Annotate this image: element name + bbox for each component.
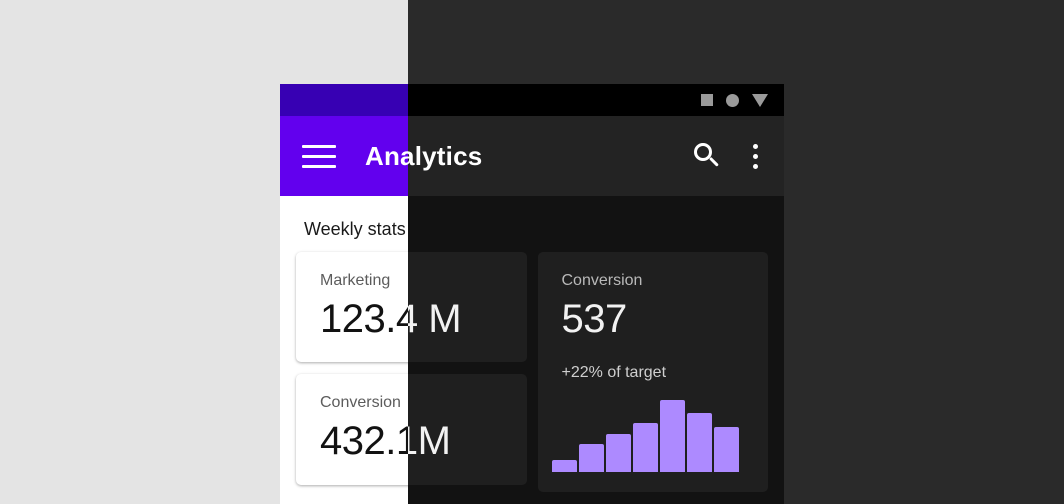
- triangle-down-icon: [752, 93, 768, 107]
- circle-icon: [726, 93, 739, 107]
- more-vertical-icon[interactable]: [752, 143, 758, 169]
- dark-theme-layer: Analytics Weekly stats Marketing 123.4 M: [365, 84, 784, 504]
- cards-grid: Marketing 123.4 M Conversion 432.1M Conv…: [288, 252, 462, 492]
- stat-card-value: 537: [561, 297, 628, 341]
- app-bar-light: Analytics: [280, 116, 408, 196]
- app-screen-dark: Analytics Weekly stats Marketing 123.4 M: [365, 84, 784, 504]
- cards-column-right: Conversion 537 +22% of target: [537, 252, 768, 493]
- stat-card-conversion-total[interactable]: Conversion 432.1M: [296, 374, 451, 485]
- chart-bar: [713, 427, 739, 473]
- search-icon[interactable]: [694, 143, 720, 169]
- section-title: Weekly stats: [304, 219, 406, 239]
- app-bar-dark: Analytics: [365, 116, 784, 196]
- app-bar-title: Analytics: [365, 141, 408, 172]
- app-bar-title: Analytics: [365, 140, 483, 171]
- chart-bar: [686, 412, 712, 473]
- stat-card-subtext: +22% of target: [561, 364, 667, 382]
- cards-grid: Marketing 123.4 M Conversion 432.1M Conv…: [408, 252, 776, 493]
- stat-card-value: 123.4 M: [320, 297, 462, 341]
- stat-card-label: Conversion: [320, 394, 401, 412]
- stat-card-label: Marketing: [320, 272, 391, 289]
- content-area-light: Weekly stats Marketing 123.4 M Conversio…: [280, 196, 462, 504]
- phone-mockup: Analytics Weekly stats Marketing 123.4 M: [280, 84, 784, 504]
- content-area-dark: Weekly stats Marketing 123.4 M Conversio…: [408, 196, 784, 504]
- chart-bar: [659, 400, 685, 473]
- status-bar-light: [280, 84, 408, 116]
- chart-bar: [578, 444, 604, 473]
- stat-card-conversion-total[interactable]: Conversion 432.1M: [408, 374, 527, 485]
- weekly-bar-chart: [551, 400, 745, 473]
- chart-bar: [632, 422, 658, 473]
- status-bar-dark: [408, 84, 784, 116]
- stat-card-value: 432.1M: [408, 418, 503, 464]
- chart-bar: [551, 460, 577, 473]
- stat-card-label: Conversion: [561, 272, 643, 289]
- cards-column-left: Marketing 123.4 M Conversion 432.1M: [296, 252, 462, 485]
- stat-card-value: 432.1M: [320, 419, 451, 464]
- chart-bar: [605, 434, 631, 473]
- app-screen-light: Analytics Weekly stats Marketing 123.4 M: [280, 84, 462, 504]
- stat-card-marketing[interactable]: Marketing 123.4 M: [296, 252, 462, 363]
- stat-card-marketing[interactable]: Marketing 123.4 M: [408, 252, 527, 363]
- hamburger-menu-icon[interactable]: [302, 139, 336, 173]
- light-theme-layer: Analytics Weekly stats Marketing 123.4 M: [280, 84, 462, 504]
- stat-card-conversion-target[interactable]: Conversion 537 +22% of target: [537, 252, 768, 493]
- cards-column-left: Marketing 123.4 M Conversion 432.1M: [408, 252, 527, 485]
- square-icon: [701, 94, 713, 106]
- stat-card-value: 123.4 M: [408, 296, 503, 342]
